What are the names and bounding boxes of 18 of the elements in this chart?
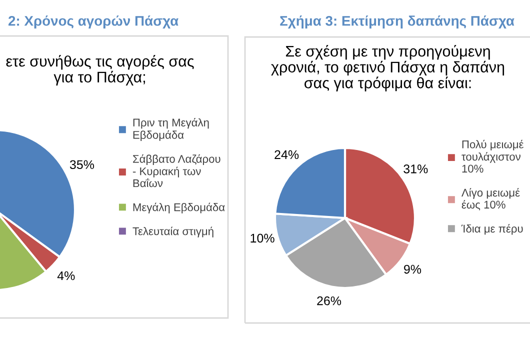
data-label: 26% bbox=[317, 296, 342, 306]
data-label: 24% bbox=[274, 150, 299, 160]
chart-title: Σχήμα 3: Εκτίμηση δαπάνης Πάσχα bbox=[280, 15, 514, 29]
data-label: 35% bbox=[70, 160, 94, 170]
legend-label: Πριν τη Μεγάλη Εβδομάδα bbox=[133, 118, 209, 142]
chart-subtitle: ετε συνήθως τις αγορές σας για το Πάσχα; bbox=[6, 55, 194, 86]
legend-label: Τελευταία στιγμή bbox=[132, 226, 214, 238]
legend-label: Λίγο μειωμέ έως 10% bbox=[462, 188, 520, 210]
data-label: 10% bbox=[250, 234, 274, 243]
data-label: 31% bbox=[404, 164, 428, 174]
legend-label: Πολύ μειωμέ τουλάχιστον 10% bbox=[462, 140, 524, 173]
data-label: 4% bbox=[57, 271, 75, 280]
chart-title: 2: Χρόνος αγορών Πάσχα bbox=[8, 15, 178, 29]
chart-subtitle: Σε σχέση με την προηγούμενη χρονιά, το φετινό Πάσχα η δαπάνη σας για τρόφιμα θα είναι: bbox=[271, 45, 504, 92]
legend-label: Ίδια με πέρυ bbox=[461, 224, 523, 235]
data-label: 9% bbox=[404, 264, 422, 274]
legend-label: Σάββατο Λαζάρου - Κυριακή των Βαΐων bbox=[132, 154, 220, 188]
legend-label: Μεγάλη Εβδομάδα bbox=[133, 202, 225, 214]
